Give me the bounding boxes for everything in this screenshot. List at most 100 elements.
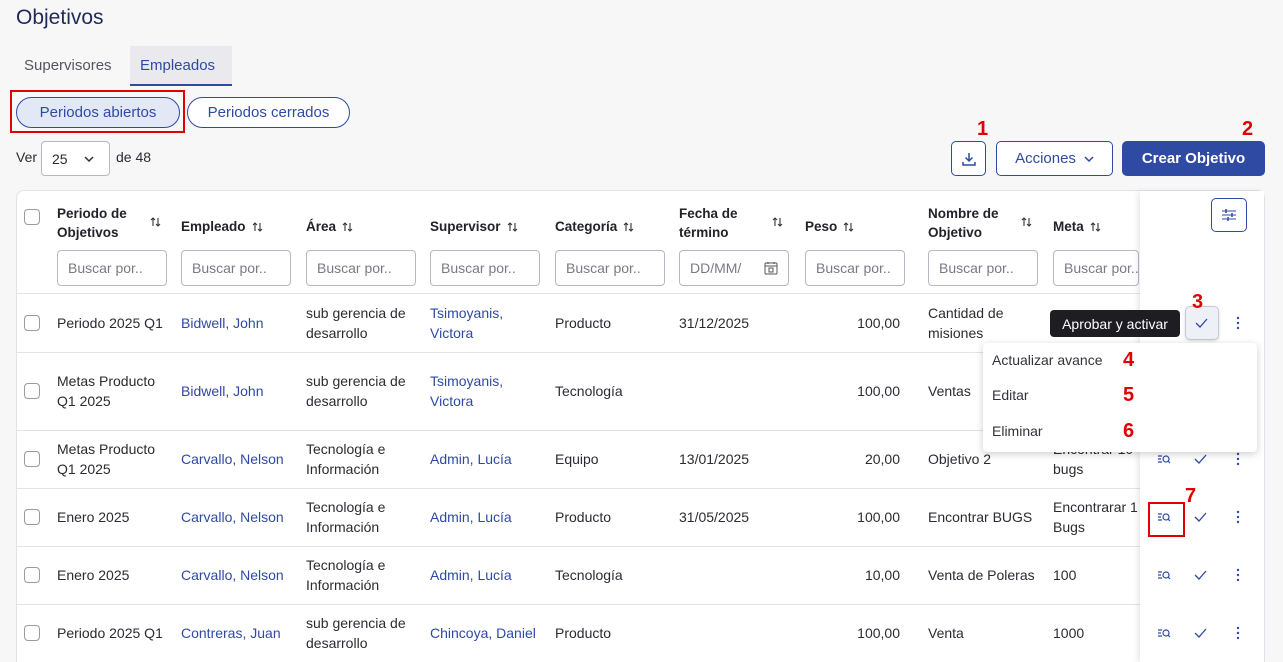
- search-input[interactable]: Buscar por..: [430, 250, 540, 286]
- table-cell[interactable]: Tsimoyanis, Victora: [430, 373, 504, 409]
- sort-arrows: [342, 221, 353, 232]
- search-input[interactable]: Buscar por..: [555, 250, 665, 286]
- checkbox[interactable]: [24, 625, 40, 641]
- approve-button[interactable]: [1194, 570, 1207, 580]
- more-button[interactable]: [1236, 510, 1240, 524]
- view-button[interactable]: [1157, 627, 1171, 639]
- annotation-number: 2: [1242, 118, 1254, 140]
- placeholder: Buscar por..: [566, 260, 641, 276]
- view-icon: [1158, 455, 1171, 464]
- sort-icon: [772, 217, 783, 227]
- column-header[interactable]: Área: [306, 217, 421, 236]
- search-input[interactable]: Buscar por..: [306, 250, 416, 286]
- table-cell: Producto: [555, 509, 612, 525]
- table-cell[interactable]: Bidwell, John: [181, 383, 264, 399]
- table-cell: sub gerencia de desarrollo: [306, 615, 406, 651]
- table-cell: 10,00: [864, 567, 900, 583]
- kebab-icon: [1236, 510, 1240, 524]
- sort-arrows: [843, 221, 854, 232]
- checkbox[interactable]: [24, 383, 40, 399]
- approve-button[interactable]: [1194, 512, 1207, 522]
- annotation-number: 5: [1123, 384, 1135, 406]
- view-icon: [1158, 629, 1171, 638]
- column-label: Área: [306, 219, 337, 234]
- table-cell[interactable]: Carvallo, Nelson: [181, 567, 284, 583]
- table-cell[interactable]: Admin, Lucía: [430, 567, 512, 583]
- tab[interactable]: Supervisores: [24, 57, 112, 74]
- more-button[interactable]: [1236, 316, 1240, 330]
- table-cell: Encontrarar 1 Bugs: [1053, 499, 1138, 535]
- filter-button[interactable]: Periodos abiertos: [16, 97, 180, 128]
- column-header[interactable]: Meta: [1053, 217, 1138, 236]
- actions-button[interactable]: Acciones: [996, 141, 1113, 176]
- menu-item[interactable]: Actualizar avance: [992, 352, 1103, 368]
- settings-icon: [1222, 209, 1236, 221]
- column-header[interactable]: Supervisor: [430, 217, 545, 236]
- table-cell: Ventas: [928, 383, 971, 399]
- table-cell: 1000: [1053, 625, 1085, 641]
- placeholder: Buscar por..: [317, 260, 392, 276]
- annotation-number: 6: [1123, 420, 1135, 442]
- table-cell: Objetivo 2: [928, 451, 992, 467]
- chevron: [1084, 155, 1094, 162]
- search-input[interactable]: Buscar por..: [805, 250, 905, 286]
- column-header[interactable]: Empleado: [181, 217, 296, 236]
- checkbox[interactable]: [24, 451, 40, 467]
- table-cell: Tecnología e Información: [306, 441, 386, 477]
- tab[interactable]: Empleados: [140, 57, 216, 74]
- search-input[interactable]: DD/MM/: [679, 250, 789, 286]
- checkbox[interactable]: [24, 314, 40, 331]
- checkbox[interactable]: [24, 567, 40, 583]
- table-cell: 13/01/2025: [679, 451, 750, 467]
- search-input[interactable]: Buscar por..: [928, 250, 1038, 286]
- table-cell: 20,00: [864, 451, 900, 467]
- search-input[interactable]: Buscar por..: [57, 250, 167, 286]
- sort-arrows: [1021, 217, 1032, 227]
- table-cell[interactable]: Chincoya, Daniel: [430, 625, 536, 641]
- view-button[interactable]: [1157, 569, 1171, 581]
- more-button[interactable]: [1236, 452, 1240, 466]
- search-input[interactable]: Buscar por..: [1053, 250, 1139, 286]
- page-total: de 48: [116, 149, 152, 165]
- table-cell[interactable]: Contreras, Juan: [181, 625, 281, 641]
- menu-item[interactable]: Editar: [992, 387, 1029, 403]
- tooltip: Aprobar y activar: [1050, 310, 1180, 337]
- table-cell[interactable]: Carvallo, Nelson: [181, 451, 284, 467]
- table-cell[interactable]: Bidwell, John: [181, 314, 264, 331]
- menu-item[interactable]: Eliminar: [992, 423, 1043, 439]
- approve-button[interactable]: [1194, 454, 1207, 464]
- create-button[interactable]: Crear Objetivo: [1122, 141, 1265, 176]
- more-button[interactable]: [1236, 626, 1240, 640]
- table-cell: Tecnología: [555, 567, 623, 583]
- table-cell[interactable]: Carvallo, Nelson: [181, 509, 284, 525]
- kebab-icon: [1236, 316, 1240, 329]
- column-label: Periodo de Objetivos: [57, 206, 127, 240]
- search-input[interactable]: Buscar por..: [181, 250, 291, 286]
- approve-button[interactable]: [1194, 628, 1207, 638]
- checkbox[interactable]: [24, 509, 40, 525]
- checkbox[interactable]: [24, 209, 40, 225]
- column-header[interactable]: Nombre de Objetivo: [928, 204, 1018, 242]
- column-header[interactable]: Peso: [805, 217, 900, 236]
- view-icon: [1158, 513, 1171, 522]
- column-header[interactable]: Fecha de término: [679, 204, 769, 242]
- row-divider: [16, 430, 1265, 431]
- sort-arrows: [1090, 221, 1101, 232]
- column-header[interactable]: Categoría: [555, 217, 670, 236]
- column-settings-button[interactable]: [1211, 198, 1247, 232]
- page-size-select[interactable]: 25: [41, 141, 110, 176]
- view-button[interactable]: [1157, 453, 1171, 465]
- filter-button[interactable]: Periodos cerrados: [187, 97, 350, 128]
- table-cell[interactable]: Admin, Lucía: [430, 451, 512, 467]
- view-button[interactable]: [1157, 511, 1171, 523]
- table-cell[interactable]: Admin, Lucía: [430, 509, 512, 525]
- check-icon-wrap: [1195, 318, 1208, 328]
- table-cell: Producto: [555, 625, 612, 641]
- placeholder: Buscar por..: [441, 260, 516, 276]
- download-button[interactable]: [951, 141, 986, 176]
- column-header[interactable]: Periodo de Objetivos: [57, 204, 147, 242]
- table-cell[interactable]: Tsimoyanis, Victora: [430, 304, 504, 341]
- more-button[interactable]: [1236, 568, 1240, 582]
- placeholder: Buscar por..: [816, 260, 891, 276]
